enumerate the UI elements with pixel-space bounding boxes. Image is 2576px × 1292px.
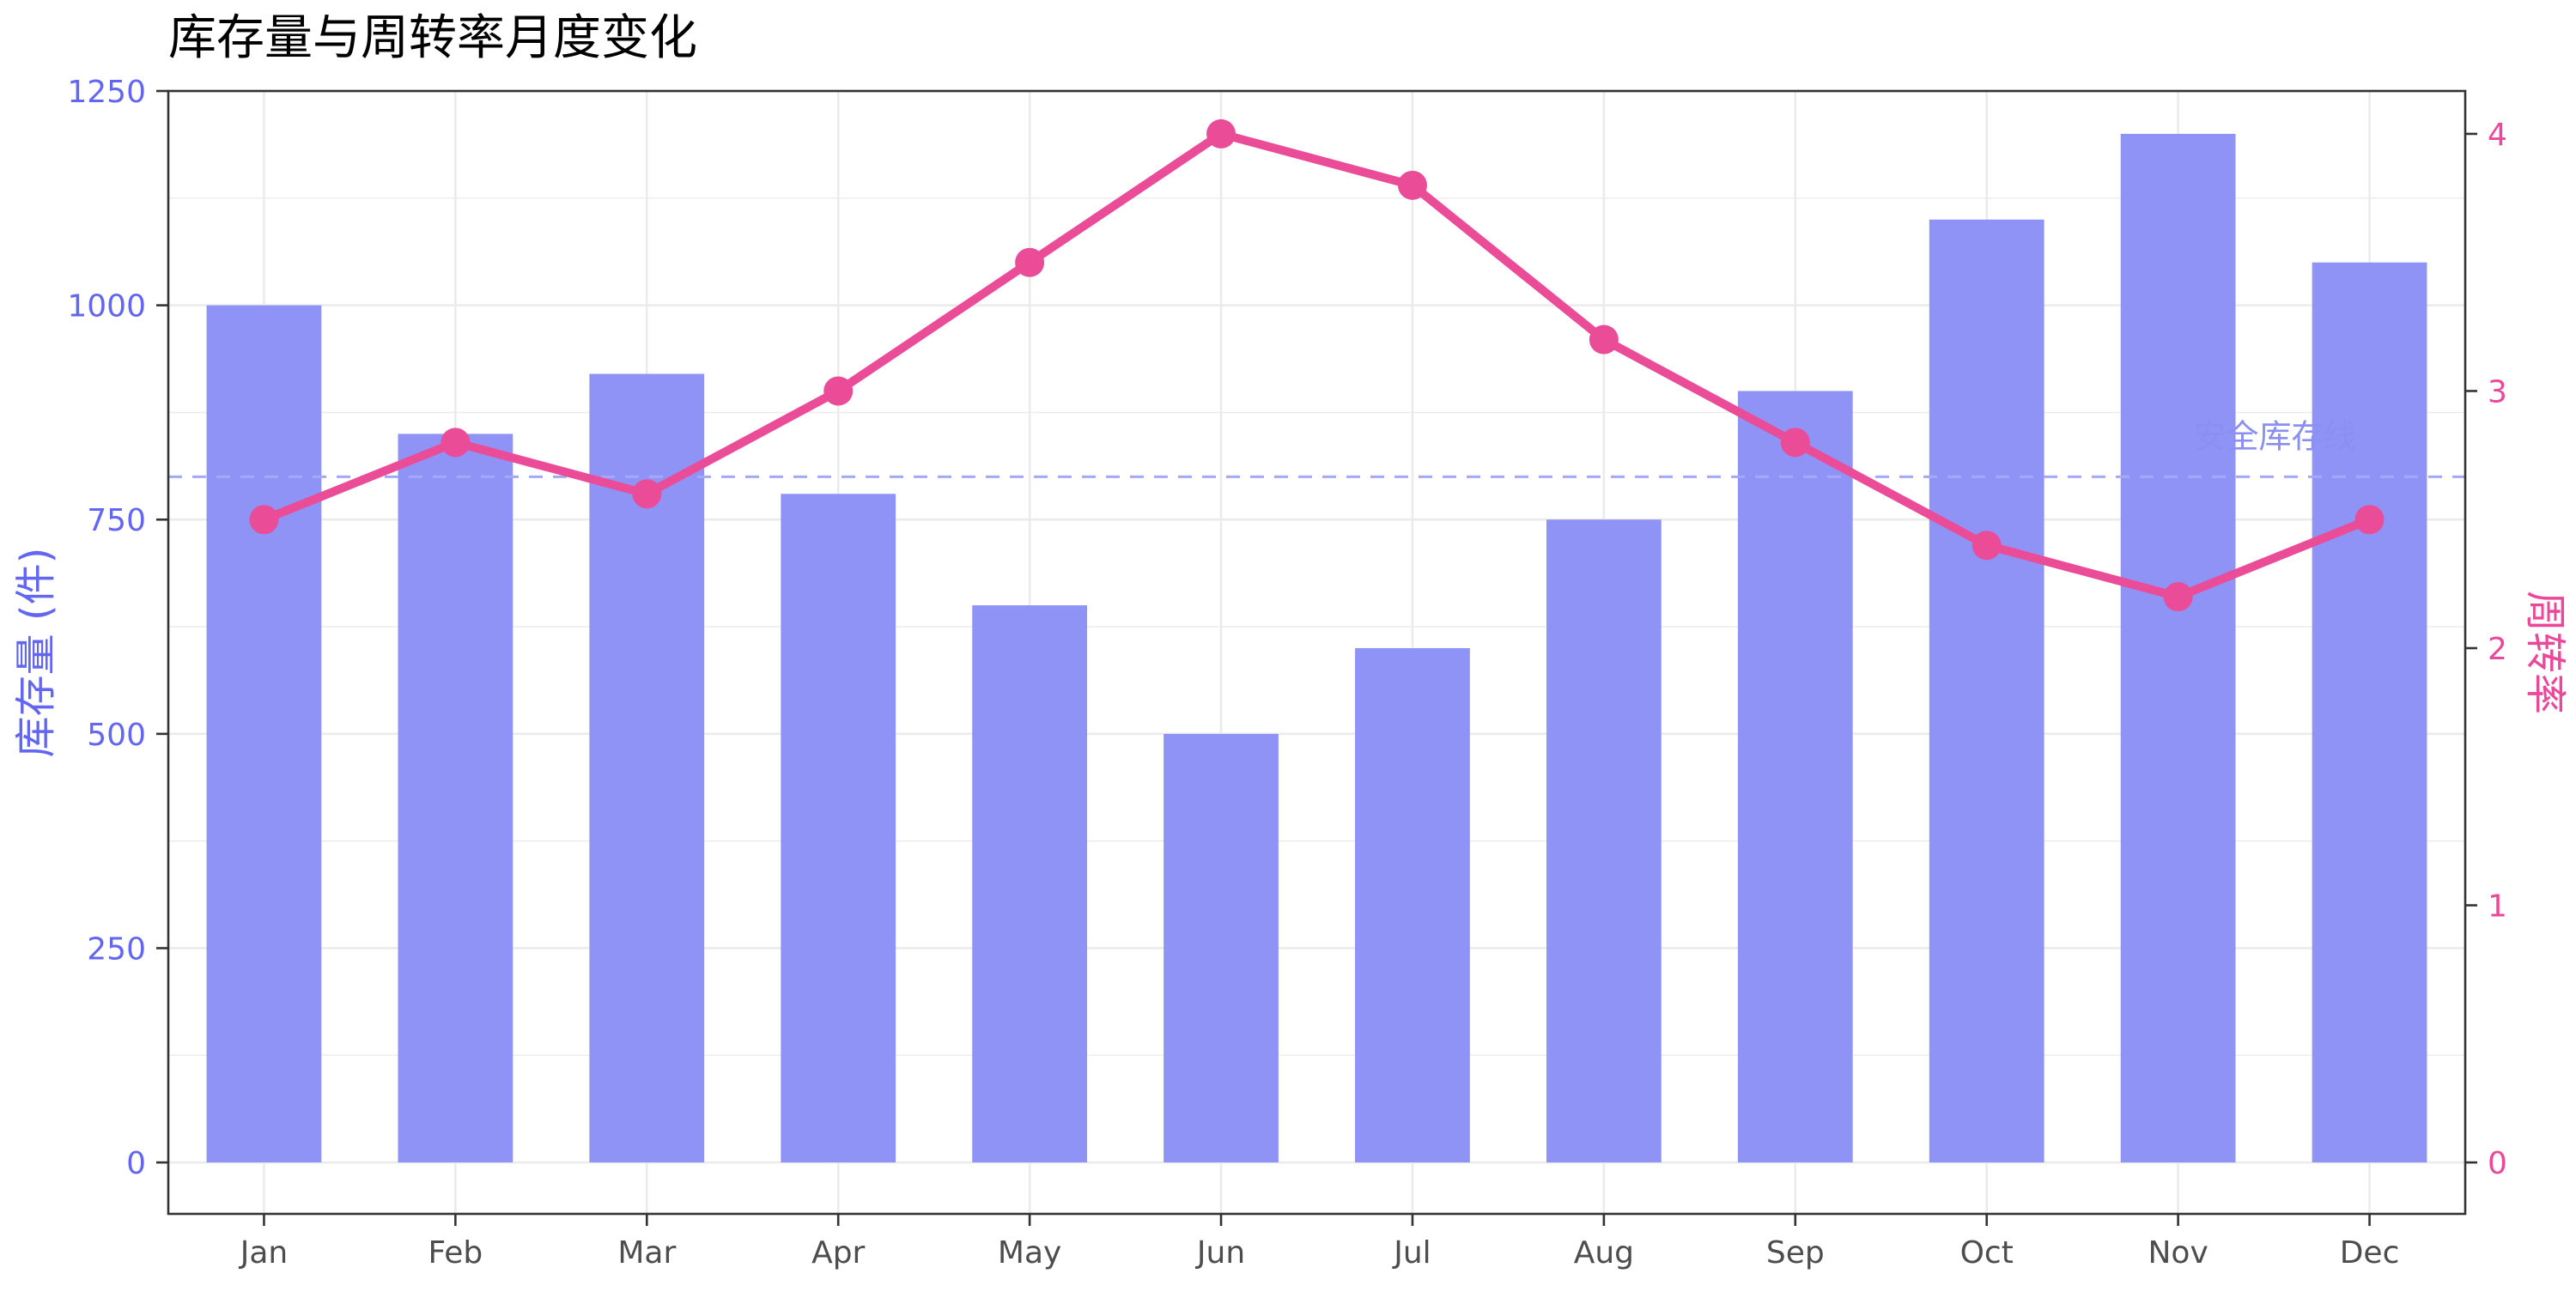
turnover-point-may [1015, 247, 1045, 277]
x-axis-tick-label: Jan [239, 1235, 289, 1271]
bar-jul [1355, 648, 1470, 1163]
turnover-point-jan [249, 505, 279, 535]
left-axis-tick-label: 0 [126, 1146, 146, 1181]
bar-nov [2120, 133, 2236, 1163]
axes-layer: 0 250 500 750 1000 1250 0 1 2 3 4 Jan Feb Mar Apr May Ju… [67, 75, 2507, 1271]
bar-apr [781, 494, 896, 1163]
x-axis-tick-label: Aug [1574, 1235, 1634, 1271]
bar-oct [1929, 219, 2044, 1163]
panel-border [167, 89, 2467, 1216]
bar-sep [1737, 391, 1853, 1163]
x-axis-tick-label: May [998, 1235, 1061, 1271]
x-axis-tick-label: Nov [2148, 1235, 2208, 1271]
left-axis-tick-label: 1000 [67, 289, 146, 325]
right-axis-tick-label: 2 [2488, 632, 2507, 667]
turnover-point-aug [1589, 325, 1619, 355]
turnover-point-feb [440, 428, 471, 458]
x-axis-tick-label: Mar [617, 1235, 676, 1271]
right-axis-tick-label: 3 [2488, 374, 2507, 409]
safety-stock-label: 安全库存线 [2194, 417, 2357, 455]
left-axis-tick-label: 1250 [67, 75, 146, 110]
turnover-line-layer [249, 118, 2385, 612]
left-axis-tick-label: 250 [87, 931, 146, 967]
bar-jan [206, 305, 322, 1163]
reference-line-layer: 安全库存线 [168, 417, 2465, 478]
right-axis-label: 周转率 [2521, 591, 2569, 714]
bar-aug [1546, 519, 1662, 1163]
left-axis-tick-label: 500 [87, 718, 146, 753]
bar-jun [1163, 733, 1279, 1163]
bars-layer [206, 133, 2427, 1163]
turnover-point-mar [632, 479, 662, 509]
x-axis-tick-label: Apr [811, 1235, 865, 1271]
chart-title: 库存量与周转率月度变化 [168, 10, 697, 66]
bar-may [972, 605, 1087, 1163]
left-axis-label: 库存量 (件) [12, 548, 60, 758]
x-axis-tick-label: Dec [2340, 1235, 2400, 1271]
left-axis-tick-label: 750 [87, 503, 146, 538]
turnover-line [259, 129, 2374, 602]
right-axis-tick-label: 0 [2488, 1146, 2507, 1181]
x-axis-tick-label: Sep [1766, 1235, 1825, 1271]
turnover-point-dec [2354, 505, 2385, 535]
right-axis-tick-label: 4 [2488, 118, 2507, 153]
bar-feb [398, 434, 513, 1163]
turnover-point-jul [1397, 170, 1427, 200]
x-axis-tick-label: Jun [1195, 1235, 1245, 1271]
x-axis-tick-label: Jul [1392, 1235, 1431, 1271]
x-axis-tick-label: Oct [1960, 1235, 2014, 1271]
turnover-point-apr [823, 376, 854, 406]
bar-dec [2312, 262, 2427, 1163]
turnover-point-sep [1780, 428, 1810, 458]
turnover-point-nov [2163, 582, 2193, 612]
turnover-point-oct [1971, 531, 2002, 561]
right-axis-tick-label: 1 [2488, 889, 2507, 925]
turnover-point-jun [1206, 118, 1236, 149]
x-axis-tick-label: Feb [428, 1235, 483, 1271]
